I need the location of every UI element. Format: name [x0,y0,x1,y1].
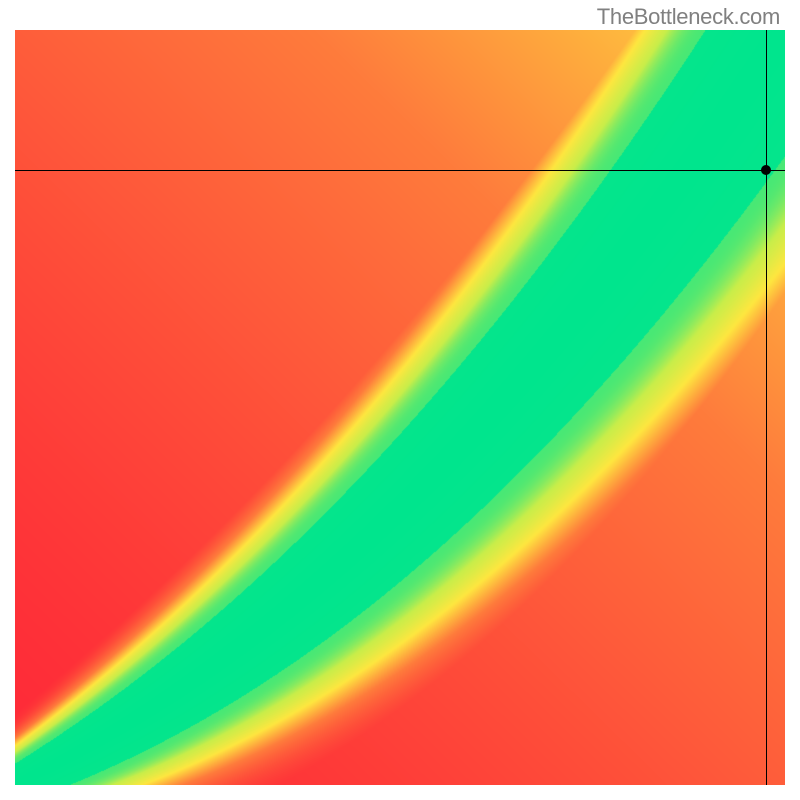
plot-area [15,30,785,785]
chart-container: TheBottleneck.com [0,0,800,800]
watermark-text: TheBottleneck.com [597,4,780,30]
marker-dot [761,165,771,175]
heatmap-canvas [15,30,785,785]
crosshair-vertical [766,30,767,785]
crosshair-horizontal [15,170,785,171]
